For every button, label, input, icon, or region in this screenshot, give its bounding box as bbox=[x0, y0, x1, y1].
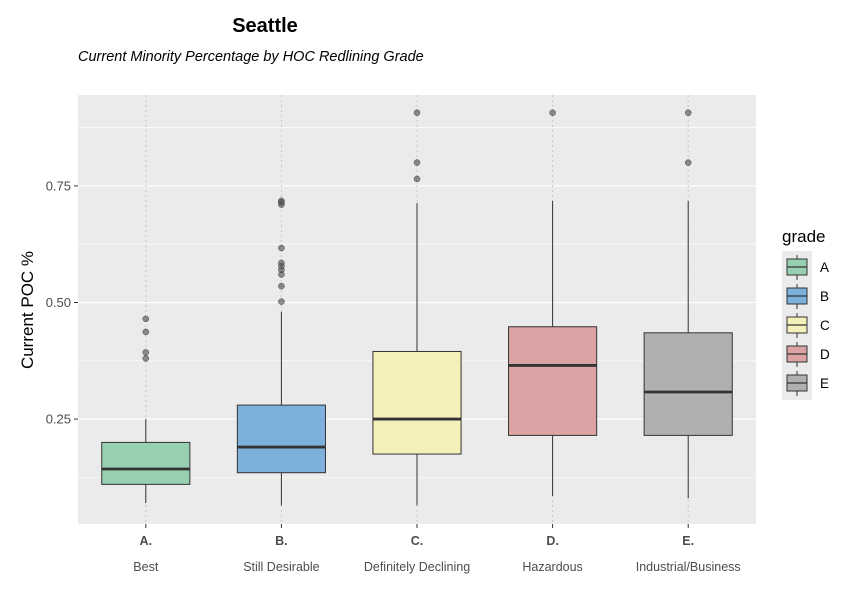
x-tick-label: D. bbox=[546, 534, 559, 548]
box-B bbox=[236, 404, 326, 474]
x-tick-description: Industrial/Business bbox=[636, 560, 741, 574]
chart-title: Seattle bbox=[232, 15, 298, 37]
outlier-point bbox=[278, 259, 285, 267]
outlier-point bbox=[413, 159, 421, 166]
outlier-point bbox=[549, 109, 556, 116]
box-D bbox=[508, 326, 598, 436]
y-tick-label: 0.25 bbox=[46, 412, 71, 427]
x-tick-description: Definitely Declining bbox=[364, 560, 470, 574]
outlier-point bbox=[278, 282, 285, 290]
outlier-point bbox=[684, 159, 692, 166]
outlier-point bbox=[413, 109, 421, 116]
legend-label-C: C bbox=[820, 318, 830, 333]
legend-label-A: A bbox=[820, 260, 829, 275]
box-layer bbox=[101, 109, 733, 506]
box-A bbox=[101, 441, 191, 485]
outlier-point bbox=[142, 315, 150, 323]
outlier-point bbox=[278, 197, 285, 205]
box-C bbox=[372, 350, 462, 455]
legend-label-B: B bbox=[820, 289, 829, 304]
box-E bbox=[643, 332, 733, 436]
y-tick-label: 0.50 bbox=[46, 295, 71, 310]
chart-subtitle: Current Minority Percentage by HOC Redli… bbox=[78, 49, 424, 65]
outlier-point bbox=[684, 109, 692, 116]
outlier-point bbox=[142, 328, 150, 336]
legend-title: grade bbox=[782, 227, 825, 246]
x-tick-description: Best bbox=[133, 560, 159, 574]
y-tick-label: 0.75 bbox=[46, 178, 71, 193]
legend-label-D: D bbox=[820, 347, 830, 362]
x-tick-description: Hazardous bbox=[522, 560, 582, 574]
y-axis-label: Current POC % bbox=[18, 251, 37, 369]
legend-label-E: E bbox=[820, 376, 829, 391]
x-tick-label: A. bbox=[140, 534, 153, 548]
x-tick-label: B. bbox=[275, 534, 288, 548]
outlier-point bbox=[278, 244, 285, 252]
outlier-point bbox=[142, 355, 150, 362]
x-tick-label: C. bbox=[411, 534, 424, 548]
x-tick-description: Still Desirable bbox=[243, 560, 319, 574]
outlier-point bbox=[413, 175, 421, 183]
outlier-point bbox=[142, 349, 150, 356]
outlier-point bbox=[278, 298, 285, 305]
x-tick-label: E. bbox=[682, 534, 694, 548]
axis-layer: 0.25 0.50 0.75 A. Best B. Still Desirable C. Def… bbox=[46, 178, 741, 574]
